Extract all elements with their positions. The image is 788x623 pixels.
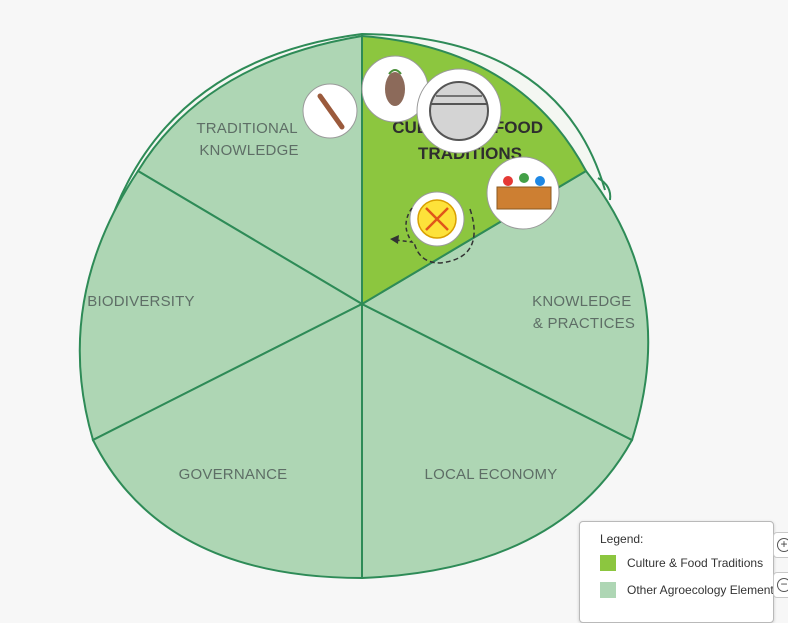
segment-biodiversity[interactable] [78,169,365,442]
zoom-in-icon: + [777,538,788,552]
zoom-out-button[interactable]: − [773,572,788,598]
food-basket-icon [486,156,560,230]
label-biodiversity: BIODIVERSITY [87,293,194,310]
legend-title: Legend: [600,532,644,546]
zoom-out-icon: − [777,578,788,592]
spoon-icon [302,83,358,139]
zoom-in-button[interactable]: + [773,532,788,558]
label-local-economy: LOCAL ECONOMY [425,466,558,483]
cooking-pot-icon [416,68,502,154]
segment-governance[interactable] [91,302,363,580]
crossed-plate-icon [409,191,465,247]
agroecology-diagram: TRADITIONAL KNOWLEDGE BIODIVERSITY GOVER… [78,32,650,580]
legend: Legend: Culture & Food Traditions Other … [579,521,774,623]
legend-label: Culture & Food Traditions [627,556,764,570]
cocoa-pod-icon [361,55,429,123]
label-traditional-knowledge: TRADITIONAL KNOWLEDGE [196,120,301,159]
legend-label: Other Agroecology Elements [627,583,774,597]
legend-item: Other Agroecology Elements [600,582,774,598]
label-knowledge-practices: KNOWLEDGE & PRACTICES [532,293,636,332]
legend-swatch-culture [600,555,616,571]
legend-item: Culture & Food Traditions [600,555,763,571]
segment-knowledge-practices[interactable] [359,169,650,442]
cycle-arrow-icon [390,207,475,264]
segment-local-economy[interactable] [361,302,634,580]
legend-swatch-other [600,582,616,598]
outer-ring-right [597,177,612,201]
label-governance: GOVERNANCE [179,466,288,483]
